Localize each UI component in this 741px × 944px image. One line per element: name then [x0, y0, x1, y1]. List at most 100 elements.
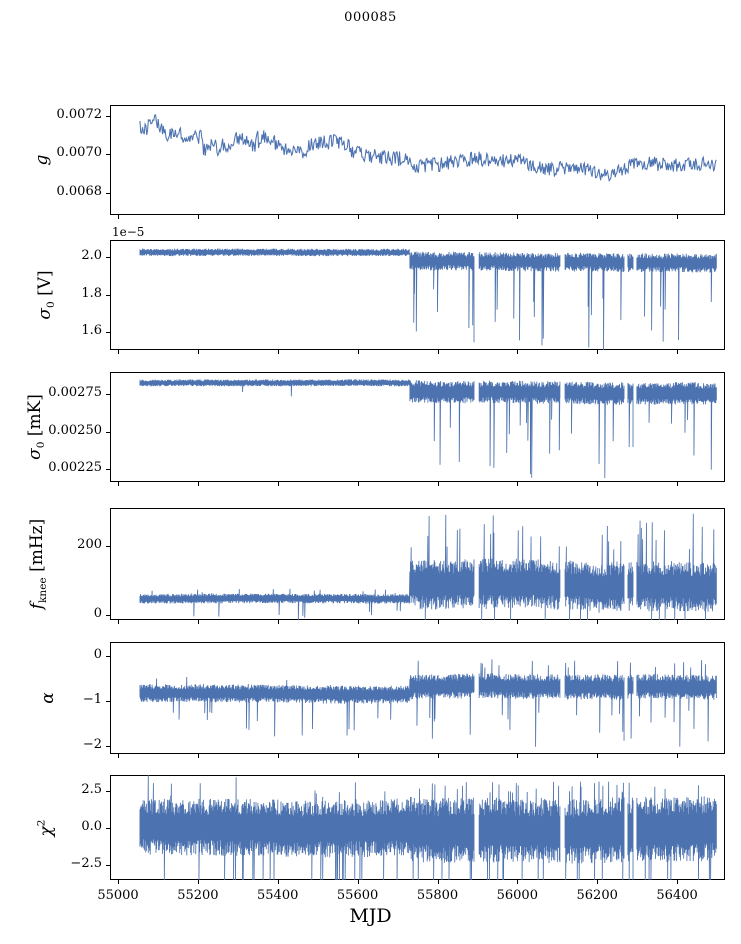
xtick-mark — [118, 215, 120, 219]
xtick-mark — [597, 620, 599, 624]
xtick-mark — [517, 754, 519, 758]
panel-gain — [110, 105, 725, 215]
panel-chi2 — [110, 775, 725, 880]
xtick-mark — [437, 215, 439, 219]
xtick-mark — [197, 754, 199, 758]
panel-sigma0-volts-plot — [110, 240, 725, 350]
xtick-mark — [357, 754, 359, 758]
ytick-label-alpha: 0 — [93, 647, 102, 663]
yaxis-offset-text: 1e−5 — [112, 225, 145, 239]
xtick-label: 56200 — [576, 888, 618, 903]
ytick-mark — [106, 431, 110, 433]
ytick-label-sigma0_volts: 1.6 — [81, 323, 102, 339]
xtick-mark — [277, 350, 279, 354]
xtick-mark — [437, 620, 439, 624]
xtick-mark — [597, 482, 599, 486]
panel-sigma0-mk — [110, 372, 725, 482]
ytick-mark — [106, 827, 110, 829]
xtick-label: 55800 — [416, 888, 459, 903]
panel-alpha — [110, 642, 725, 754]
xtick-mark — [197, 350, 199, 354]
xtick-mark — [357, 880, 359, 884]
ytick-mark — [106, 154, 110, 156]
xtick-mark — [118, 754, 120, 758]
ytick-label-gain: 0.0068 — [56, 183, 103, 199]
xtick-mark — [677, 620, 679, 624]
xtick-label: 56000 — [496, 888, 538, 903]
xtick-mark — [517, 350, 519, 354]
ytick-label-gain: 0.0072 — [56, 106, 103, 122]
xtick-mark — [677, 350, 679, 354]
xtick-mark — [517, 620, 519, 624]
xtick-mark — [597, 350, 599, 354]
xtick-label: 55400 — [257, 888, 299, 903]
ytick-label-gain: 0.0070 — [56, 145, 103, 161]
ytick-mark — [106, 701, 110, 703]
ylabel-fknee: fknee [mHz] — [26, 518, 50, 610]
xtick-mark — [517, 880, 519, 884]
panel-sigma0-volts — [110, 240, 725, 350]
ytick-mark — [106, 192, 110, 194]
ytick-mark — [106, 790, 110, 792]
xtick-mark — [357, 350, 359, 354]
xtick-mark — [277, 880, 279, 884]
ytick-mark — [106, 294, 110, 296]
xtick-mark — [597, 215, 599, 219]
xtick-mark — [197, 215, 199, 219]
ytick-label-sigma0_mk: 0.00225 — [48, 460, 102, 476]
panel-sigma0-mk-plot — [110, 372, 725, 482]
ytick-mark — [106, 256, 110, 258]
panel-gain-plot — [110, 105, 725, 215]
xtick-mark — [277, 620, 279, 624]
ytick-mark — [106, 393, 110, 395]
ytick-label-f_knee: 200 — [77, 537, 102, 552]
ytick-mark — [106, 469, 110, 471]
xtick-mark — [437, 754, 439, 758]
panel-gain-frame — [110, 105, 725, 215]
xtick-mark — [437, 350, 439, 354]
gain-series-line — [140, 115, 716, 181]
xtick-mark — [597, 754, 599, 758]
xtick-mark — [517, 215, 519, 219]
xtick-mark — [197, 620, 199, 624]
ytick-mark — [106, 656, 110, 658]
xtick-mark — [437, 880, 439, 884]
xtick-mark — [277, 215, 279, 219]
ytick-mark — [106, 332, 110, 334]
xtick-mark — [118, 482, 120, 486]
xtick-mark — [677, 880, 679, 884]
ytick-mark — [106, 546, 110, 548]
sigma0_mk-series-band — [140, 379, 716, 478]
xtick-mark — [197, 482, 199, 486]
panel-chi2-plot — [110, 775, 725, 880]
xtick-mark — [437, 482, 439, 486]
xtick-mark — [277, 754, 279, 758]
ytick-mark — [106, 115, 110, 117]
xtick-mark — [677, 754, 679, 758]
xtick-mark — [197, 880, 199, 884]
xtick-mark — [118, 620, 120, 624]
xtick-mark — [118, 880, 120, 884]
xtick-mark — [517, 482, 519, 486]
ytick-label-chi_squared: −2.5 — [70, 855, 102, 871]
sigma0_volts-series-band — [140, 249, 716, 350]
ytick-label-sigma0_volts: 2.0 — [81, 247, 102, 263]
xtick-label: 55200 — [177, 888, 219, 903]
xtick-mark — [277, 482, 279, 486]
panel-fknee — [110, 508, 725, 620]
panel-fknee-plot — [110, 508, 725, 620]
ytick-mark — [106, 864, 110, 866]
xtick-mark — [677, 482, 679, 486]
xtick-label: 55600 — [336, 888, 379, 903]
xtick-mark — [357, 215, 359, 219]
ytick-label-chi_squared: 0.0 — [81, 818, 102, 834]
ytick-label-chi_squared: 2.5 — [81, 781, 102, 797]
ytick-mark — [106, 615, 110, 617]
xtick-label: 56400 — [656, 888, 698, 903]
xtick-mark — [118, 350, 120, 354]
xtick-mark — [597, 880, 599, 884]
f_knee-series-band — [140, 514, 716, 620]
ytick-label-alpha: −1 — [82, 692, 102, 708]
xtick-label: 55000 — [97, 888, 139, 903]
